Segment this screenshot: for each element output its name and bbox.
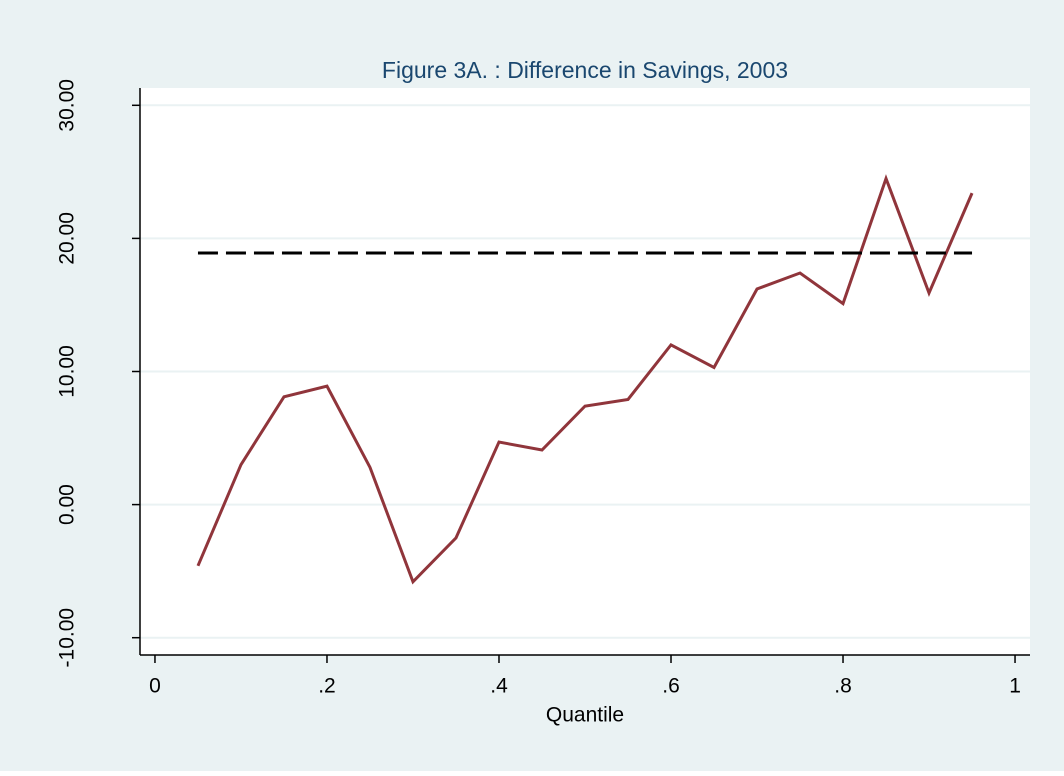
y-tick-label: 10.00 [56,345,79,398]
x-tick-label: .2 [318,675,336,698]
x-tick-label: .6 [662,675,680,698]
y-tick-label: 30.00 [56,79,79,132]
y-tick-label: -10.00 [56,608,79,668]
x-axis-label: Quantile [546,704,624,727]
y-tick-label: 0.00 [56,484,79,525]
x-tick-label: 1 [1009,675,1021,698]
x-tick-label: .8 [834,675,852,698]
x-tick-label: .4 [490,675,508,698]
chart-title: Figure 3A. : Difference in Savings, 2003 [382,57,788,83]
y-tick-label: 20.00 [56,212,79,265]
x-tick-label: 0 [149,675,161,698]
line-series [196,174,974,585]
